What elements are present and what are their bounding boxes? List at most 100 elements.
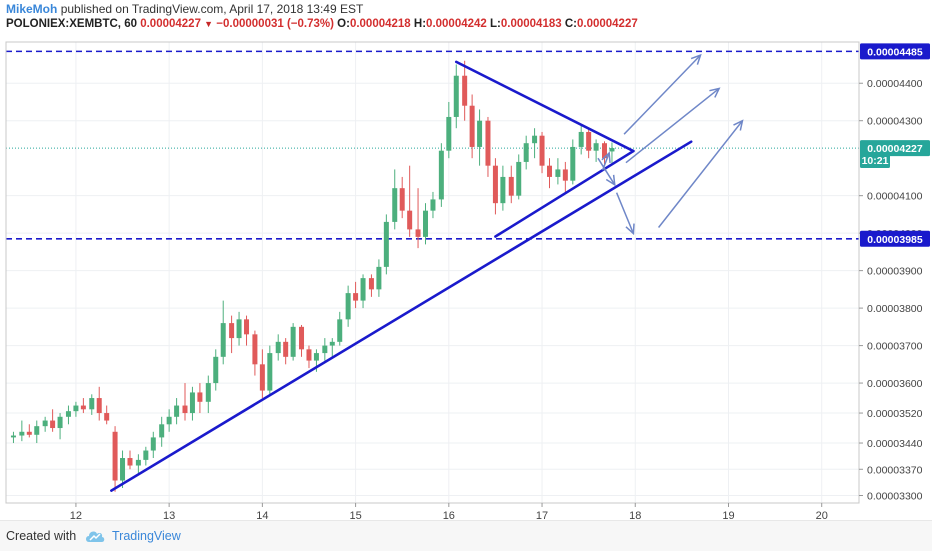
candle-body[interactable] [469, 105, 475, 147]
candle-body[interactable] [446, 116, 452, 151]
candle-body[interactable] [423, 210, 429, 237]
candle-body[interactable] [415, 229, 421, 237]
candle-body[interactable] [337, 319, 343, 342]
candle-body[interactable] [562, 169, 568, 181]
candle-body[interactable] [80, 405, 86, 410]
candle-body[interactable] [477, 120, 483, 147]
candle-body[interactable] [322, 345, 328, 354]
candle-body[interactable] [166, 416, 172, 425]
candle-body[interactable] [34, 426, 40, 435]
projection-arrow[interactable] [625, 87, 720, 164]
price-label-bg [860, 43, 930, 60]
candle-body[interactable] [438, 150, 444, 200]
projection-arrow[interactable] [623, 54, 702, 135]
candle-body[interactable] [120, 458, 126, 481]
y-tick-label: 0.00004400 [867, 78, 923, 90]
candle-body[interactable] [516, 161, 522, 196]
candle-body[interactable] [252, 334, 258, 365]
projection-arrow[interactable] [615, 192, 635, 234]
candle-body[interactable] [306, 349, 312, 361]
rising-support-trendline[interactable] [110, 140, 693, 492]
triangle-upper-line[interactable] [454, 60, 635, 153]
triangle-lower-line[interactable] [494, 149, 635, 238]
candle-body[interactable] [523, 143, 529, 162]
candle-body[interactable] [229, 323, 235, 339]
candle-body[interactable] [275, 341, 281, 354]
candle-body[interactable] [609, 148, 615, 152]
candle-body[interactable] [508, 176, 514, 196]
x-tick-label: 19 [722, 510, 734, 520]
candle-body[interactable] [127, 458, 133, 466]
candle-body[interactable] [220, 323, 226, 357]
candle-body[interactable] [96, 398, 102, 414]
price-chart[interactable]: 0.000044000.000043000.000041000.00004000… [0, 0, 932, 520]
candle-body[interactable] [578, 131, 584, 147]
candle-body[interactable] [368, 278, 374, 290]
candle-body[interactable] [26, 431, 32, 435]
candle-body[interactable] [532, 135, 538, 144]
candle-body[interactable] [601, 143, 607, 159]
candle-body[interactable] [283, 341, 289, 357]
candle-body[interactable] [313, 353, 319, 361]
candle-body[interactable] [236, 319, 242, 339]
arrow-head [605, 174, 616, 187]
author-name[interactable]: MikeMoh [6, 2, 58, 16]
candle-body[interactable] [290, 326, 296, 357]
candle-body[interactable] [104, 413, 110, 421]
candle-body[interactable] [213, 356, 219, 384]
candle-body[interactable] [345, 293, 351, 320]
candle-body[interactable] [329, 341, 335, 346]
candle-body[interactable] [189, 392, 195, 414]
candle-body[interactable] [462, 75, 468, 106]
candle-body[interactable] [42, 420, 48, 427]
candle-body[interactable] [485, 120, 491, 166]
candle-body[interactable] [407, 210, 413, 230]
candle-body[interactable] [182, 405, 188, 414]
candle-body[interactable] [500, 176, 506, 204]
candle-body[interactable] [197, 392, 203, 402]
candle-body[interactable] [259, 364, 265, 391]
candle-body[interactable] [586, 131, 592, 151]
tradingview-cloud-icon[interactable] [84, 527, 106, 545]
candle-body[interactable] [392, 188, 398, 222]
footer: Created with TradingView [0, 520, 932, 551]
candle-body[interactable] [383, 221, 389, 267]
candle-body[interactable] [399, 188, 405, 211]
projection-arrow[interactable] [657, 120, 744, 228]
publish-info: MikeMoh published on TradingView.com, Ap… [6, 2, 363, 16]
candle-body[interactable] [453, 75, 459, 117]
candle-body[interactable] [112, 431, 118, 481]
candle-body[interactable] [593, 143, 599, 151]
candle-body[interactable] [267, 353, 273, 391]
candle-body[interactable] [205, 383, 211, 402]
candle-body[interactable] [555, 169, 561, 177]
candle-body[interactable] [65, 411, 71, 417]
close-value: 0.00004227 [576, 18, 638, 30]
candle-body[interactable] [492, 165, 498, 204]
candle-body[interactable] [299, 326, 305, 350]
candle-body[interactable] [360, 278, 366, 301]
candle-body[interactable] [174, 405, 180, 417]
projection-arrow[interactable] [601, 152, 610, 171]
candle-body[interactable] [50, 420, 56, 429]
candle-body[interactable] [546, 165, 552, 177]
candle-body[interactable] [570, 146, 576, 181]
candle-body[interactable] [376, 266, 382, 290]
candle-body[interactable] [135, 459, 141, 466]
candle-body[interactable] [73, 405, 79, 412]
candle-body[interactable] [159, 424, 165, 438]
candle-body[interactable] [19, 431, 25, 436]
candle-body[interactable] [539, 135, 545, 166]
candle-body[interactable] [353, 293, 359, 301]
candle-body[interactable] [89, 398, 95, 410]
tradingview-brand[interactable]: TradingView [112, 529, 181, 543]
candle-body[interactable] [57, 416, 63, 429]
candle-body[interactable] [244, 319, 250, 335]
candle-body[interactable] [430, 199, 436, 211]
candle-body[interactable] [10, 435, 16, 438]
projection-arrow[interactable] [597, 157, 616, 186]
candle-body[interactable] [143, 450, 149, 460]
y-tick-label: 0.00003600 [867, 378, 923, 390]
price-label: 0.00004485 [867, 46, 923, 58]
candle-body[interactable] [150, 437, 156, 451]
